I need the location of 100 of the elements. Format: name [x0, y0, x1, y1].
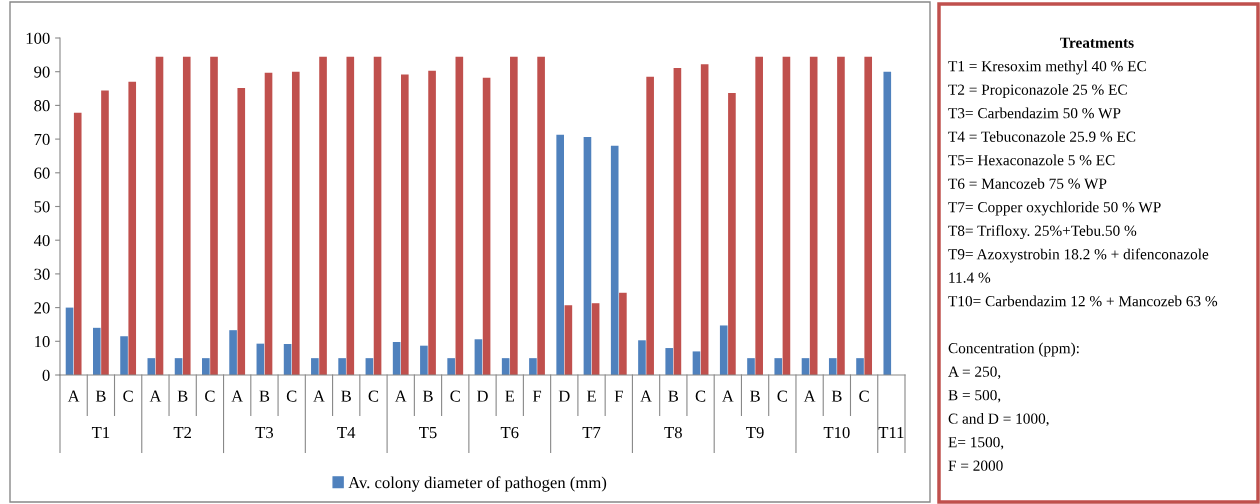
x-tick-label: A [640, 390, 652, 402]
x-tick-label: B [831, 390, 842, 402]
text: T2 [173, 426, 191, 438]
x-tick-label: C [368, 390, 379, 402]
text: T1 = Kresoxim methyl 40 % EC [948, 60, 1146, 75]
text: T5= Hexaconazole 5 % EC [948, 154, 1115, 166]
text: T3= Carbendazim 50 % WP [948, 107, 1121, 119]
x-tick-label: B [341, 390, 351, 402]
bar [420, 345, 428, 375]
x-tick-label: B [750, 390, 760, 402]
x-tick-label: B [668, 390, 679, 402]
text: T10= Carbendazim 12 % + Mancozeb 63 % [948, 295, 1218, 307]
bar [92, 327, 101, 375]
y-tick-label: 50 [34, 201, 50, 213]
x-tick-label: A [67, 390, 80, 402]
bar [311, 358, 319, 375]
text: T7= Copper oxychloride 50 % WP [948, 201, 1161, 216]
bar [455, 56, 464, 375]
bar [809, 56, 818, 375]
bar [755, 56, 763, 375]
bar [864, 56, 873, 375]
x-tick-label: E [586, 390, 596, 402]
bar [719, 325, 728, 375]
text: T2 = Propiconazole 25 % EC [948, 84, 1127, 98]
x-tick-label: A [803, 390, 816, 402]
x-tick-label: F [614, 390, 623, 402]
x-tick-label: D [476, 390, 488, 402]
text: T6 = Mancozeb 75 % WP [948, 178, 1107, 189]
text: T9 [746, 426, 764, 439]
x-tick-label: F [532, 390, 542, 402]
x-tick-label: B [259, 390, 270, 402]
bar [120, 336, 128, 375]
bar [291, 71, 300, 375]
bar [155, 56, 164, 375]
bar [319, 56, 327, 375]
x-tick-label: B [177, 390, 188, 402]
text: F = 2000 [948, 460, 1003, 471]
y-tick-label: 20 [34, 302, 50, 314]
x-tick-label: D [558, 390, 570, 402]
bar [856, 358, 864, 375]
text: T3 [255, 426, 274, 439]
bar [638, 340, 646, 375]
text: Concentration (ppm): [948, 342, 1079, 357]
x-tick-label: A [313, 390, 325, 402]
bar [591, 303, 600, 375]
x-tick-label: C [205, 390, 215, 402]
y-tick-label: 30 [34, 268, 50, 280]
bar [529, 358, 537, 375]
bar [373, 56, 382, 375]
bar [202, 358, 210, 375]
bar [583, 137, 592, 375]
y-tick-label: 0 [42, 369, 50, 381]
text: T10 [823, 426, 850, 439]
text: 11.4 % [949, 272, 991, 283]
x-tick-label: C [777, 390, 787, 402]
bar [210, 56, 218, 375]
bar [346, 56, 355, 375]
text: Treatments [1060, 37, 1134, 48]
bar [837, 56, 845, 375]
x-tick-label: C [859, 390, 869, 402]
y-tick-label: 70 [34, 133, 50, 146]
bar [774, 358, 783, 375]
bar [482, 77, 491, 375]
x-tick-label: A [394, 390, 407, 402]
bar [128, 81, 137, 375]
legend-label: Av. colony diameter of pathogen (mm) [348, 476, 607, 492]
bar [474, 339, 483, 375]
x-tick-label: C [450, 390, 460, 402]
y-tick-label: 90 [34, 66, 50, 78]
x-tick-label: B [95, 390, 106, 402]
x-tick-label: C [123, 390, 133, 402]
x-tick-label: A [721, 390, 734, 402]
bar [564, 305, 573, 375]
text: C and D = 1000, [948, 413, 1049, 427]
bar [828, 358, 837, 375]
text: T5 [419, 427, 437, 439]
bar [182, 56, 191, 375]
text: T9= Azoxystrobin 18.2 % + difenconazole [948, 248, 1209, 263]
bar [447, 358, 455, 375]
bar [646, 76, 654, 375]
bar [237, 87, 246, 375]
text: T8= Trifloxy. 25%+Tebu.50 % [948, 224, 1137, 240]
bar [264, 72, 273, 375]
text: T4 [337, 427, 356, 438]
text: T11 [878, 426, 904, 438]
bar [619, 292, 627, 375]
bar [338, 358, 346, 375]
bar [65, 307, 74, 375]
bar [147, 358, 156, 375]
y-tick-label: 80 [34, 100, 50, 112]
bar [673, 67, 682, 375]
bar [610, 145, 619, 375]
y-tick-label: 10 [35, 336, 50, 348]
bar [73, 112, 82, 375]
bar [401, 74, 409, 375]
x-tick-label: E [505, 390, 515, 402]
text: B = 500, [948, 390, 1001, 403]
bar [665, 348, 674, 375]
text: T8 [664, 426, 682, 439]
bar [556, 134, 564, 375]
